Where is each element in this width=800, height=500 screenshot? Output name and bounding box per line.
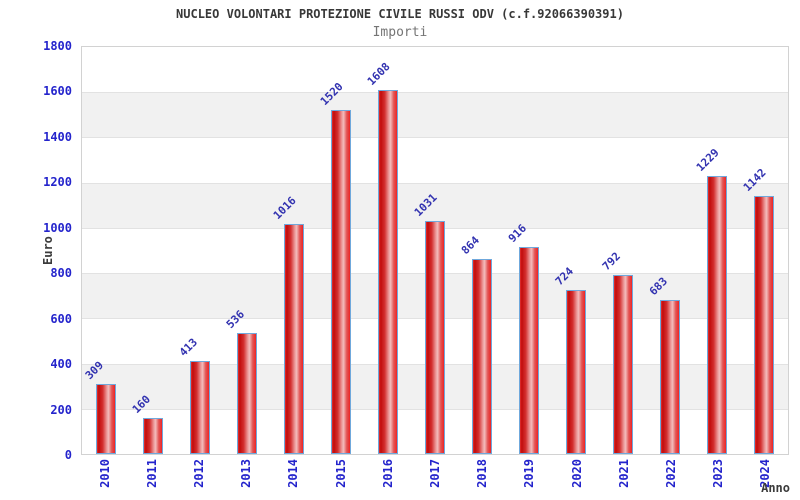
bar-2017: 1031 <box>412 191 445 454</box>
bar-2022: 683 <box>647 274 681 454</box>
bar-2013: 536 <box>224 308 257 454</box>
plot-area: 309 160 413 536 1016 1520 1608 1031 864 916 724 792… <box>81 46 789 455</box>
y-tick-label: 600 <box>50 311 72 326</box>
y-tick-label: 1400 <box>43 129 72 144</box>
x-tick-label: 2014 <box>286 459 301 488</box>
bar-2020: 724 <box>553 265 587 454</box>
chart-subtitle: Importi <box>372 25 428 40</box>
y-tick-label: 200 <box>50 402 72 417</box>
x-tick-label: 2020 <box>569 459 584 488</box>
x-tick-label: 2015 <box>333 459 348 488</box>
bar-2016: 1608 <box>365 60 398 454</box>
bar-2023: 1229 <box>694 146 728 454</box>
bar-2014: 1016 <box>271 194 304 454</box>
x-tick-label: 2021 <box>616 459 631 488</box>
y-tick-label: 1600 <box>43 84 72 99</box>
x-tick-label: 2018 <box>475 459 490 488</box>
x-tick-label: 2016 <box>380 459 395 488</box>
x-tick-label: 2011 <box>144 459 159 488</box>
x-tick-label: 2010 <box>97 459 112 488</box>
grid-band <box>82 47 788 92</box>
x-tick-label: 2019 <box>522 459 537 488</box>
bar-2010: 309 <box>82 359 116 454</box>
y-tick-label: 1200 <box>43 175 72 190</box>
x-tick-label: 2013 <box>239 459 254 488</box>
chart-title: NUCLEO VOLONTARI PROTEZIONE CIVILE RUSSI… <box>176 7 624 21</box>
grid-band <box>82 137 788 182</box>
bar-2018: 864 <box>459 233 493 454</box>
bar-2019: 916 <box>506 222 540 454</box>
y-tick-label: 800 <box>50 266 72 281</box>
y-tick-label: 1000 <box>43 220 72 235</box>
y-axis-ticks: 0 200 400 600 800 1000 1200 1400 1600 1800 <box>0 39 74 462</box>
grid-band <box>82 182 788 228</box>
bar-2021: 792 <box>600 250 634 454</box>
y-tick-label: 400 <box>50 357 72 372</box>
x-tick-label: 2012 <box>192 459 206 488</box>
bar-2015: 1520 <box>318 80 351 454</box>
x-tick-label: 2023 <box>711 459 726 488</box>
y-tick-label: 1800 <box>43 39 72 53</box>
bar-2024: 1142 <box>741 166 775 454</box>
x-axis-ticks: 2010 2011 2012 2013 2014 2015 2016 2017 2018 2019… <box>81 459 789 500</box>
bar-2011: 160 <box>129 393 163 454</box>
x-tick-label: 2022 <box>664 459 678 488</box>
grid-band <box>82 92 788 138</box>
x-axis-title: Anno <box>761 481 790 495</box>
y-tick-label: 0 <box>64 448 72 462</box>
x-tick-label: 2017 <box>428 459 442 488</box>
bar-2012: 413 <box>176 335 210 454</box>
